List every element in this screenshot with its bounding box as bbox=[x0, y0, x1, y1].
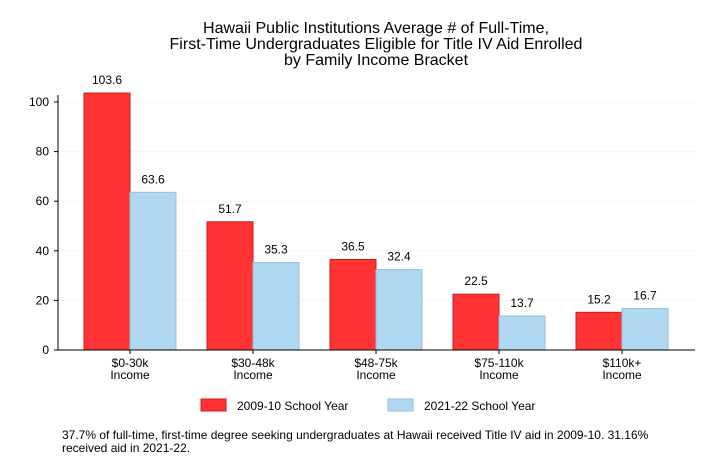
data-label: 63.6 bbox=[141, 172, 165, 186]
y-tick-label: 20 bbox=[36, 293, 50, 307]
bar bbox=[621, 308, 669, 351]
y-tick-label: 100 bbox=[29, 95, 49, 109]
data-label: 36.5 bbox=[341, 239, 365, 253]
y-axis: 0 20 40 60 80 100 bbox=[29, 95, 59, 357]
data-label: 15.2 bbox=[587, 292, 611, 306]
chart-title-line: by Family Income Bracket bbox=[284, 52, 469, 69]
y-tick-label: 80 bbox=[36, 145, 50, 159]
data-label: 32.4 bbox=[387, 250, 411, 264]
legend-swatch bbox=[200, 398, 227, 412]
data-label: 103.6 bbox=[92, 73, 122, 87]
bar bbox=[452, 293, 500, 351]
x-tick-label: $48-75k Income bbox=[354, 356, 398, 382]
data-label: 51.7 bbox=[218, 202, 242, 216]
footnote: 37.7% of full-time, first-time degree se… bbox=[62, 428, 649, 455]
x-tick-label: $0-30k Income bbox=[110, 356, 150, 382]
chart-title-line: First-Time Undergraduates Eligible for T… bbox=[170, 36, 583, 53]
data-label: 13.7 bbox=[510, 296, 534, 310]
bar bbox=[498, 315, 546, 351]
bar bbox=[206, 221, 254, 351]
x-tick-label: $30-48k Income bbox=[231, 356, 275, 382]
bar bbox=[252, 261, 300, 351]
x-tick-label: $110k+ Income bbox=[602, 356, 642, 382]
bar bbox=[83, 92, 131, 351]
legend-swatch bbox=[387, 398, 414, 412]
y-tick-label: 40 bbox=[36, 244, 50, 258]
legend: 2009-10 School Year 2021-22 School Year bbox=[200, 398, 535, 413]
bar bbox=[329, 258, 377, 351]
data-label: 35.3 bbox=[264, 242, 288, 256]
bars: 103.6 51.7 36.5 22.5 15.2 63.6 35.3 32.4 13.7 16.… bbox=[83, 73, 669, 351]
bar bbox=[575, 311, 623, 351]
chart-title: Hawaii Public Institutions Average # of … bbox=[170, 20, 583, 69]
y-tick-label: 0 bbox=[42, 343, 49, 357]
data-label: 16.7 bbox=[633, 289, 657, 303]
x-tick-label: $75-110k Income bbox=[474, 356, 524, 382]
bar bbox=[129, 191, 177, 351]
legend-label: 2021-22 School Year bbox=[424, 399, 535, 413]
legend-label: 2009-10 School Year bbox=[237, 399, 348, 413]
data-label: 22.5 bbox=[464, 274, 488, 288]
x-axis: $0-30k Income $30-48k Income $48-75k Income $7… bbox=[58, 349, 695, 382]
y-tick-label: 60 bbox=[36, 194, 50, 208]
chart-title-line: Hawaii Public Institutions Average # of … bbox=[203, 20, 549, 37]
bar bbox=[375, 269, 423, 351]
